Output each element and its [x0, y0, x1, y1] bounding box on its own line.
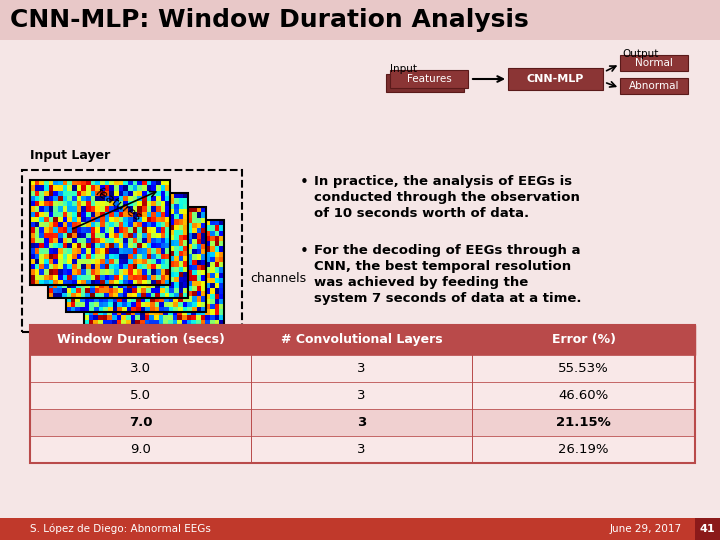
Text: Error (%): Error (%) — [552, 334, 616, 347]
Text: 3.0: 3.0 — [130, 362, 151, 375]
Text: system 7 seconds of data at a time.: system 7 seconds of data at a time. — [314, 292, 582, 305]
Text: 3: 3 — [357, 389, 366, 402]
Text: 46.60%: 46.60% — [559, 389, 608, 402]
Bar — [30, 355, 695, 382]
Text: •: • — [300, 244, 309, 259]
Bar — [22, 170, 242, 332]
Bar — [30, 382, 695, 409]
Bar — [620, 78, 688, 94]
Text: CNN, the best temporal resolution: CNN, the best temporal resolution — [314, 260, 571, 273]
Text: Input Layer: Input Layer — [30, 148, 110, 161]
Text: 26.19%: 26.19% — [558, 443, 608, 456]
Text: 3: 3 — [357, 362, 366, 375]
Bar — [508, 68, 603, 90]
Text: was achieved by feeding the: was achieved by feeding the — [314, 276, 528, 289]
Bar — [0, 0, 720, 40]
Text: channels: channels — [250, 272, 306, 285]
Text: Input: Input — [390, 64, 417, 74]
Text: For the decoding of EEGs through a: For the decoding of EEGs through a — [314, 244, 580, 257]
Text: 21.15%: 21.15% — [556, 416, 611, 429]
Text: 5.0: 5.0 — [130, 389, 151, 402]
Text: S. López de Diego: Abnormal EEGs: S. López de Diego: Abnormal EEGs — [30, 524, 211, 534]
Bar — [0, 518, 695, 540]
Text: Features: Features — [407, 74, 451, 84]
Bar — [48, 193, 188, 298]
Text: 7.0: 7.0 — [129, 416, 152, 429]
Bar — [84, 220, 224, 325]
Text: CNN-MLP: Window Duration Analysis: CNN-MLP: Window Duration Analysis — [10, 8, 528, 32]
Text: features: features — [93, 186, 143, 224]
Text: Window Duration (secs): Window Duration (secs) — [57, 334, 225, 347]
Bar — [620, 55, 688, 71]
Text: In practice, the analysis of EEGs is: In practice, the analysis of EEGs is — [314, 175, 572, 188]
Bar — [30, 409, 695, 436]
Text: June 29, 2017: June 29, 2017 — [610, 524, 682, 534]
Bar — [695, 518, 720, 540]
Bar — [30, 436, 695, 463]
Text: 9.0: 9.0 — [130, 443, 151, 456]
Text: Normal: Normal — [635, 58, 673, 68]
Text: 41: 41 — [700, 524, 715, 534]
Bar — [30, 325, 695, 355]
Bar — [390, 70, 468, 88]
Text: CNN-MLP: CNN-MLP — [526, 74, 584, 84]
Text: Abnormal: Abnormal — [629, 81, 679, 91]
Bar — [66, 207, 206, 312]
Text: time: time — [116, 335, 144, 348]
Text: •: • — [300, 175, 309, 190]
Text: of 10 seconds worth of data.: of 10 seconds worth of data. — [314, 207, 529, 220]
Text: # Convolutional Layers: # Convolutional Layers — [281, 334, 442, 347]
Bar — [30, 180, 170, 285]
Text: Output: Output — [622, 49, 658, 59]
Text: conducted through the observation: conducted through the observation — [314, 191, 580, 204]
Bar — [386, 74, 464, 92]
Bar — [30, 325, 695, 463]
Text: 55.53%: 55.53% — [558, 362, 609, 375]
Text: 3: 3 — [357, 443, 366, 456]
Text: 3: 3 — [357, 416, 366, 429]
